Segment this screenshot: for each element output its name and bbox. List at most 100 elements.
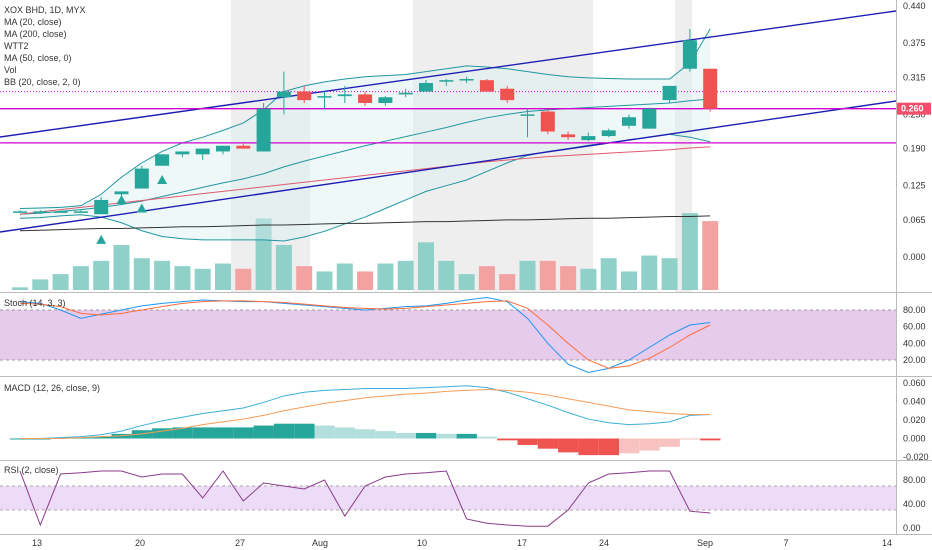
volume-bar <box>539 260 556 290</box>
macd-histogram-bar <box>578 438 599 456</box>
macd-histogram-bar <box>619 438 640 454</box>
volume-bar <box>255 218 272 290</box>
volume-bar <box>702 221 719 290</box>
volume-bar <box>316 271 333 290</box>
volume-bar <box>397 260 414 290</box>
stoch-d-line <box>19 300 711 369</box>
candle-body <box>216 145 230 152</box>
volume-bar <box>499 274 516 290</box>
lower-trendline <box>0 100 897 233</box>
rsi-tick-label: 0.00 <box>903 523 921 533</box>
candle-body <box>682 40 697 69</box>
candle-body <box>155 154 170 166</box>
volume-bar <box>72 266 89 290</box>
volume-bar <box>194 268 211 290</box>
candle-body <box>703 68 718 109</box>
candle-body <box>540 111 555 132</box>
stoch-tick-label: 60.00 <box>903 322 926 332</box>
price-tick-label: 0.125 <box>903 181 926 191</box>
x-axis-tick-label: 13 <box>32 538 42 548</box>
volume-bar <box>580 268 597 290</box>
macd-histogram-bar <box>395 432 416 439</box>
macd-signal-line <box>20 388 711 439</box>
candle-body <box>419 83 433 92</box>
candle-body <box>317 96 332 98</box>
macd-histogram-bar <box>314 425 335 439</box>
candle-body <box>378 97 393 103</box>
volume-bar <box>133 258 150 290</box>
stoch-tick-label: 20.00 <box>903 355 926 365</box>
macd-histogram-bar <box>679 438 701 440</box>
volume-bar <box>93 260 110 290</box>
volume-bar <box>296 266 313 290</box>
legend-wtt2: WTT2 <box>4 41 29 51</box>
x-axis-tick-label: 24 <box>599 538 609 548</box>
candle-body <box>256 108 271 152</box>
volume-bar <box>438 260 455 290</box>
candle-body <box>297 91 312 101</box>
buy-signal-arrow <box>96 234 107 244</box>
candle-body <box>276 91 291 98</box>
rsi-tick-label: 40.00 <box>903 499 926 509</box>
buy-signal-arrow <box>157 174 168 184</box>
ma200-line <box>19 215 711 232</box>
x-axis-tick-label: 20 <box>135 538 145 548</box>
volume-bar <box>560 266 577 290</box>
candle-body <box>134 168 149 189</box>
macd-histogram-bar <box>436 433 457 439</box>
volume-bar <box>357 271 374 290</box>
x-axis-tick-label: 14 <box>882 538 892 548</box>
stoch-k-line <box>19 296 711 374</box>
buy-signal-arrow <box>116 194 127 204</box>
volume-bar <box>32 279 49 290</box>
shaded-zone <box>413 0 593 292</box>
price-tick-label: 0.440 <box>903 1 926 11</box>
ma20-line <box>19 98 711 215</box>
macd-histogram-bar <box>192 427 213 439</box>
macd-histogram-bar <box>294 423 315 439</box>
legend-bb: BB (20, close, 2, 0) <box>4 77 81 87</box>
macd-histogram-bar <box>273 423 295 439</box>
volume-bar <box>478 266 495 290</box>
legend-vol: Vol <box>4 65 17 75</box>
price-tick-label: 0.315 <box>903 72 926 82</box>
chart-legend: XOX BHD, 1D, MYX MA (20, close) MA (200,… <box>4 4 86 88</box>
volume-bar <box>174 266 191 290</box>
stoch-tick-label: 80.00 <box>903 305 926 315</box>
candle-body <box>479 80 494 92</box>
legend-ma20: MA (20, close) <box>4 17 62 27</box>
candle-body <box>337 94 352 97</box>
volume-bar <box>275 244 292 290</box>
volume-bar <box>458 274 475 290</box>
macd-histogram-bar <box>476 436 498 439</box>
macd-histogram-bar <box>598 438 619 456</box>
macd-tick-label: 0.020 <box>903 415 926 425</box>
macd-histogram-bar <box>659 438 680 447</box>
volume-bar <box>113 244 130 290</box>
candle-body <box>662 85 677 101</box>
macd-pane-label: MACD (12, 26, close, 9) <box>4 383 100 393</box>
volume-bar <box>681 213 698 290</box>
candle-body <box>33 211 48 213</box>
candle-body <box>459 79 474 81</box>
candle-body <box>13 211 27 213</box>
legend-ma200: MA (200, close) <box>4 29 67 39</box>
x-axis-tick-label: 7 <box>783 538 788 548</box>
stoch-band <box>0 310 896 360</box>
macd-tick-label: -0.020 <box>903 452 929 462</box>
bollinger-band-fill <box>20 28 711 242</box>
last-price-label: 0.260 <box>901 104 924 114</box>
macd-tick-label: 0.060 <box>903 378 926 388</box>
price-tick-label: 0.000 <box>903 252 926 262</box>
candle-body <box>195 148 210 155</box>
candle-body <box>561 134 576 138</box>
volume-bar <box>661 258 678 290</box>
price-tick-label: 0.190 <box>903 144 926 154</box>
buy-signal-arrow <box>136 203 147 213</box>
macd-histogram-bar <box>558 438 579 453</box>
rsi-line <box>19 470 711 527</box>
macd-histogram-bar <box>334 427 356 439</box>
volume-bar <box>600 258 617 290</box>
volume-bar <box>215 263 231 290</box>
